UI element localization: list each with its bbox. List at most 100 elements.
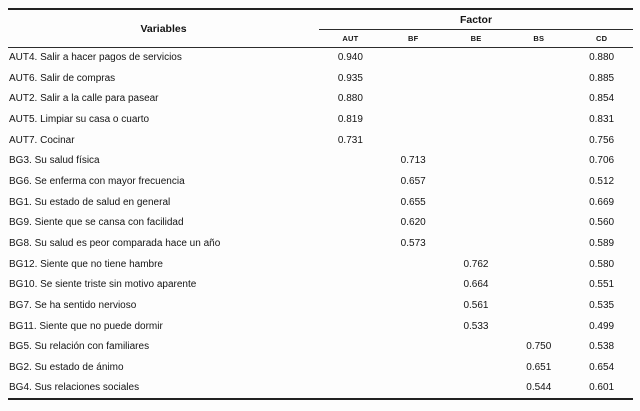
factor-loading-value: 0.601	[589, 382, 615, 394]
factor-loading-value: 0.573	[400, 238, 426, 250]
factor-loading-value: 0.651	[526, 362, 552, 374]
factor-loading-value	[319, 151, 382, 172]
column-header-bf: BF	[381, 29, 445, 48]
factor-loading-value: 0.854	[589, 93, 615, 105]
factor-loading-value	[507, 192, 570, 213]
factor-loading-value	[445, 151, 508, 172]
factor-loading-value	[382, 337, 445, 358]
factor-loading-value	[445, 48, 508, 69]
factor-loading-value	[507, 68, 570, 89]
factor-loading-value: 0.551	[589, 279, 615, 291]
factor-loading-value: 0.654	[589, 362, 615, 374]
factor-loading-value	[319, 379, 382, 400]
factor-loading-value: 0.762	[463, 258, 489, 270]
column-header-be: BE	[444, 29, 508, 48]
factor-loading-value	[382, 89, 445, 110]
variable-label: BG5. Su relación con familiares	[9, 341, 150, 353]
factor-loading-value: 0.880	[337, 93, 363, 105]
table-row: BG3. Su salud física 0.713 0.706	[8, 151, 633, 172]
factor-loading-value	[507, 130, 570, 151]
factor-loading-value: 0.831	[589, 113, 615, 125]
factor-loading-value	[382, 110, 445, 131]
factor-loading-value: 0.880	[589, 52, 615, 64]
factor-loading-value	[507, 296, 570, 317]
factor-loading-value	[445, 68, 508, 89]
factor-loading-value: 0.580	[589, 258, 615, 270]
factor-loading-value: 0.885	[589, 72, 615, 84]
factor-loading-value: 0.560	[589, 217, 615, 229]
table-row: AUT4. Salir a hacer pagos de servicios 0.…	[8, 48, 633, 69]
factor-loading-value: 0.561	[463, 300, 489, 312]
factor-loading-value	[319, 234, 382, 255]
variable-label: BG2. Su estado de ánimo	[9, 362, 124, 374]
factor-loading-value	[319, 213, 382, 234]
factor-loading-value	[507, 151, 570, 172]
factor-loading-value	[445, 379, 508, 400]
column-header-bs: BS	[507, 29, 571, 48]
factor-loading-value	[319, 337, 382, 358]
table-row: BG8. Su salud es peor comparada hace un …	[8, 234, 633, 255]
factor-loading-value	[319, 358, 382, 379]
factor-loading-value	[445, 358, 508, 379]
factor-loading-value: 0.533	[463, 320, 489, 332]
variable-label: BG1. Su estado de salud en general	[9, 196, 171, 208]
factor-loading-value: 0.669	[589, 196, 615, 208]
table-row: AUT5. Limpiar su casa o cuarto 0.819 0.831	[8, 110, 633, 131]
factor-loadings-table: Variables Factor AUT BF BE BS CD AUT4. S…	[8, 8, 634, 401]
factor-loading-value	[319, 172, 382, 193]
column-header-cd: CD	[570, 29, 634, 48]
factor-loading-value	[507, 213, 570, 234]
factor-loading-value: 0.706	[589, 155, 615, 167]
factor-loading-value: 0.731	[337, 134, 363, 146]
factor-loading-value	[319, 254, 382, 275]
factor-loading-value	[445, 110, 508, 131]
factor-loading-value	[382, 68, 445, 89]
table-row: BG10. Se siente triste sin motivo aparen…	[8, 275, 633, 296]
factor-loading-value	[382, 296, 445, 317]
factor-loading-value	[445, 89, 508, 110]
variable-label: BG11. Siente que no puede dormir	[9, 320, 163, 332]
factor-loading-value	[382, 254, 445, 275]
variable-label: BG3. Su salud física	[9, 155, 100, 167]
factor-loading-value: 0.940	[337, 52, 363, 64]
variable-label: AUT7. Cocinar	[9, 134, 75, 146]
factor-loading-value	[319, 316, 382, 337]
variable-label: BG12. Siente que no tiene hambre	[9, 258, 163, 270]
variable-label: BG8. Su salud es peor comparada hace un …	[9, 238, 221, 250]
table-row: BG7. Se ha sentido nervioso 0.561 0.535	[8, 296, 633, 317]
factor-loading-value: 0.512	[589, 175, 615, 187]
variable-label: BG9. Siente que se cansa con facilidad	[9, 217, 184, 229]
factor-loading-value	[507, 254, 570, 275]
variable-label: AUT5. Limpiar su casa o cuarto	[9, 113, 150, 125]
column-header-aut: AUT	[319, 29, 382, 48]
table-row: BG12. Siente que no tiene hambre 0.762 0.5…	[8, 254, 633, 275]
variable-label: AUT6. Salir de compras	[9, 72, 116, 84]
table-row: BG2. Su estado de ánimo 0.651 0.654	[8, 358, 633, 379]
factor-loading-value	[382, 130, 445, 151]
header-row-top: Variables Factor	[8, 9, 634, 48]
factor-loading-value	[507, 275, 570, 296]
factor-loading-value: 0.657	[400, 175, 426, 187]
factor-loading-value: 0.819	[337, 113, 363, 125]
table-row: AUT2. Salir a la calle para pasear 0.880 0…	[8, 89, 633, 110]
factor-loading-value	[319, 192, 382, 213]
factor-group-header: Factor	[319, 9, 634, 30]
factor-loading-value	[507, 316, 570, 337]
factor-loading-value: 0.535	[589, 300, 615, 312]
table-row: BG11. Siente que no puede dormir 0.533 0.4…	[8, 316, 633, 337]
factor-loading-value	[507, 110, 570, 131]
table-row: BG6. Se enferma con mayor frecuencia 0.65…	[8, 172, 633, 193]
factor-loading-value	[507, 89, 570, 110]
table-row: BG1. Su estado de salud en general 0.655 0…	[8, 192, 633, 213]
factor-loading-value	[382, 316, 445, 337]
factor-loading-value: 0.664	[463, 279, 489, 291]
table-row: AUT6. Salir de compras 0.935 0.885	[8, 68, 633, 89]
table-header: Variables Factor AUT BF BE BS CD	[8, 9, 634, 48]
table-row: BG4. Sus relaciones sociales 0.544 0.601	[8, 379, 633, 400]
factor-loading-value	[382, 48, 445, 69]
factor-loading-value: 0.538	[589, 341, 615, 353]
table-row: BG5. Su relación con familiares 0.750 0.53…	[8, 337, 633, 358]
factor-loading-value	[319, 275, 382, 296]
factor-loading-value	[445, 130, 508, 151]
